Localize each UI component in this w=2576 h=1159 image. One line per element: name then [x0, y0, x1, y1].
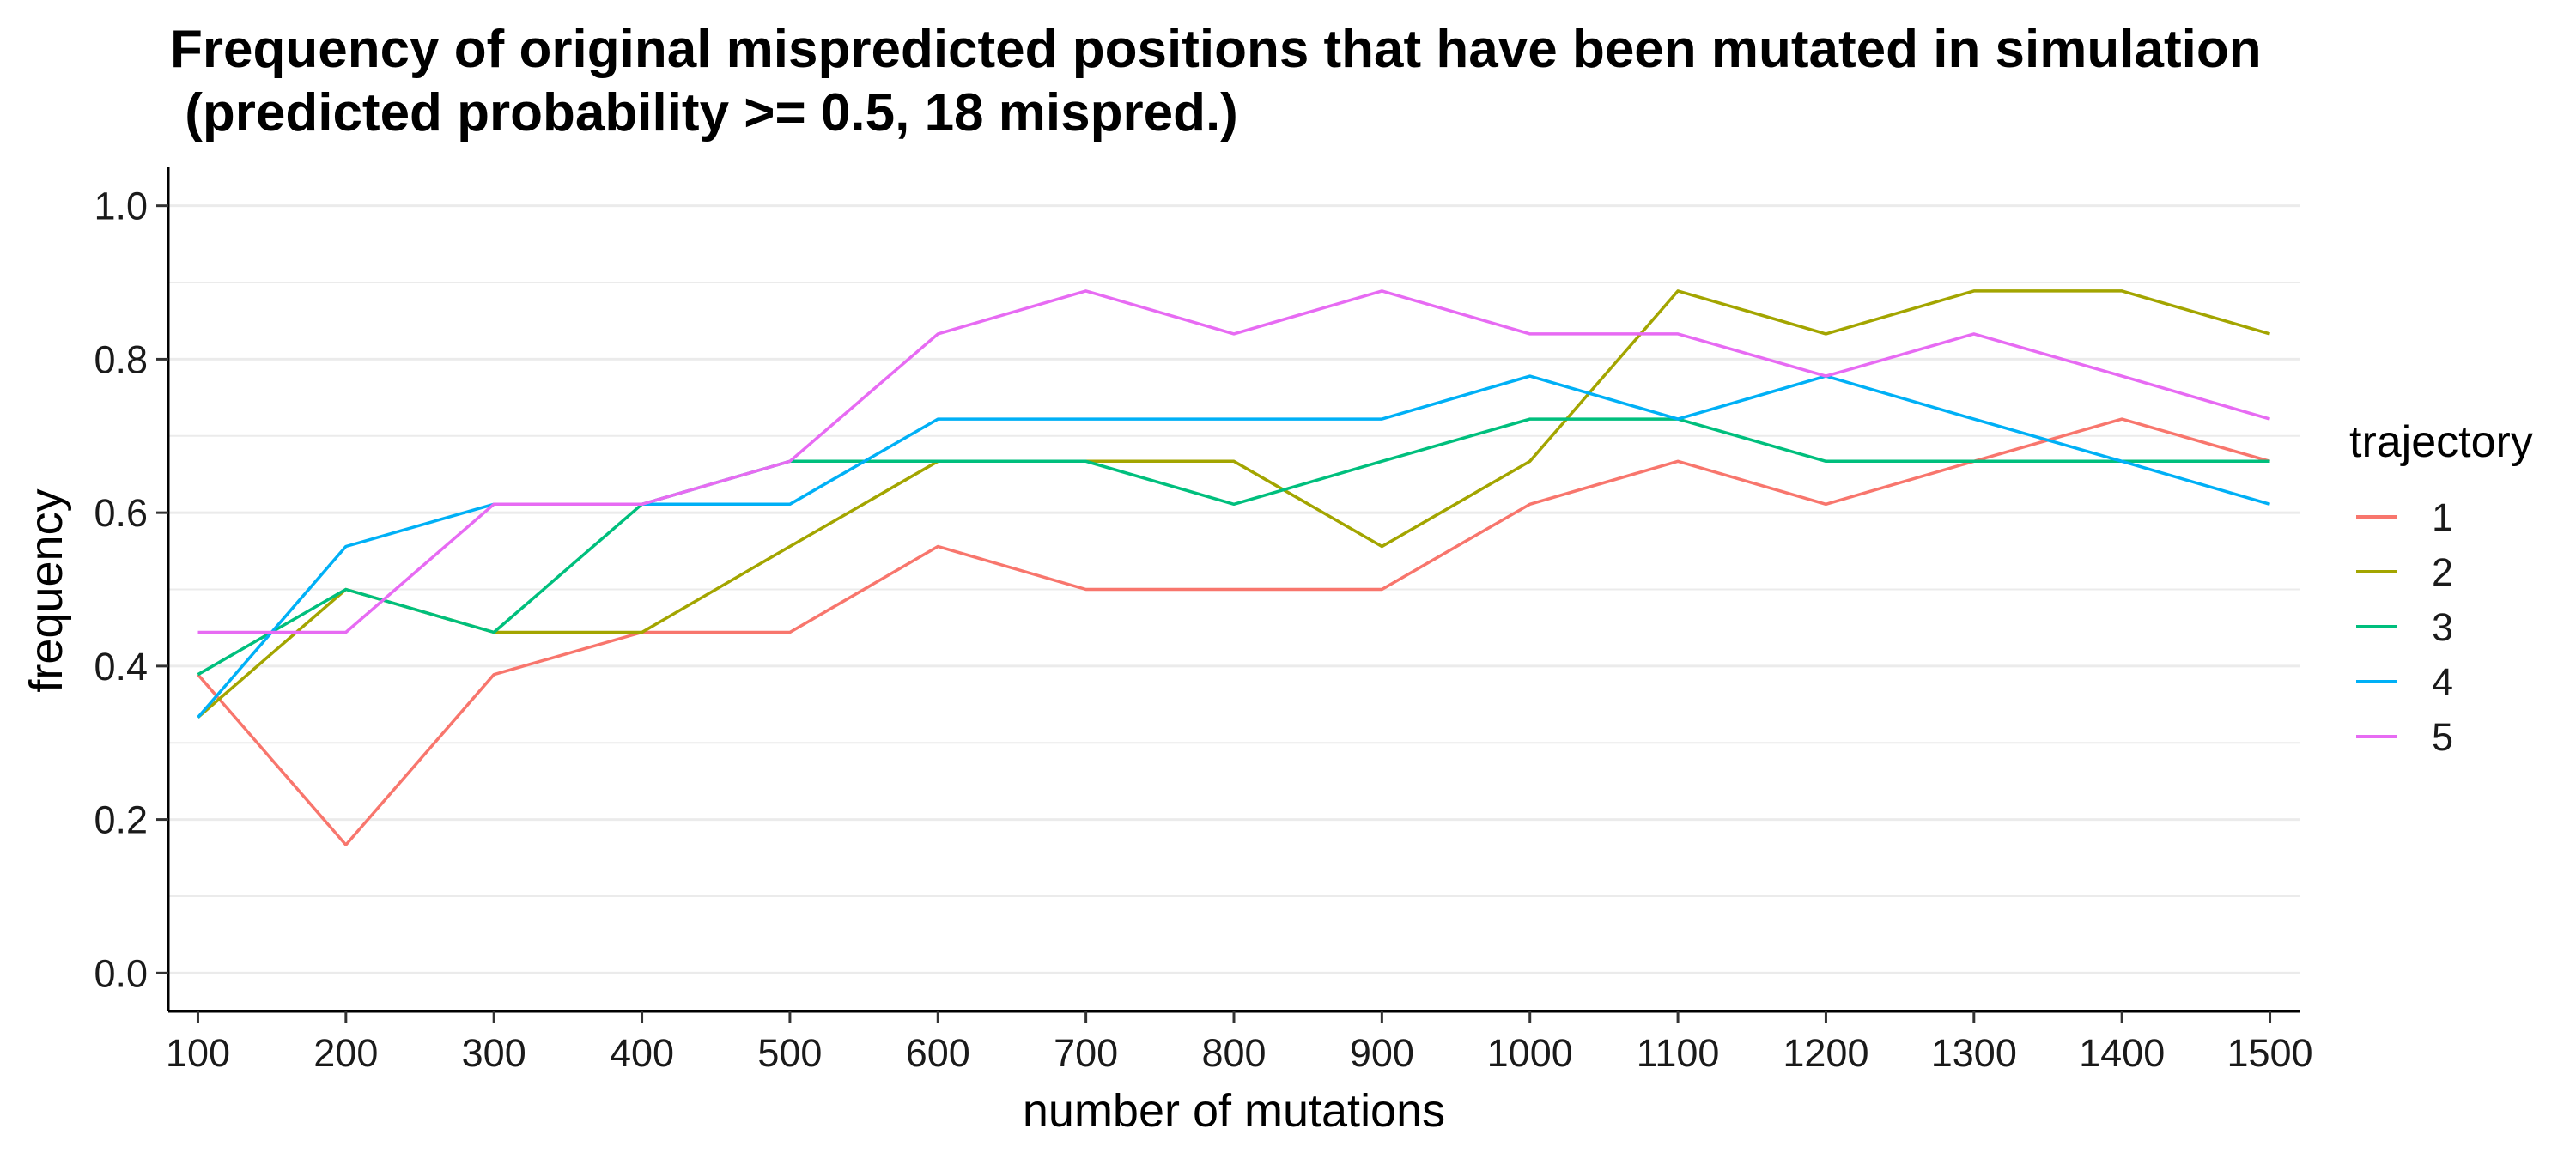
legend-item-2: 2 — [2356, 550, 2453, 594]
series-line-5 — [197, 289, 2270, 634]
x-tick-label: 600 — [906, 1031, 970, 1075]
x-tick-label: 1000 — [1487, 1031, 1573, 1075]
series-line-3 — [197, 417, 2270, 677]
legend-label-3: 3 — [2432, 605, 2453, 649]
x-tick-label: 400 — [610, 1031, 674, 1075]
axes: 0.0 0.2 0.4 0.6 0.8 1.0 100 200 300 400 500 600 700 8… — [94, 167, 2313, 1075]
chart-title-line-1: Frequency of original mispredicted posit… — [170, 20, 2262, 79]
x-tick-label: 1100 — [1637, 1031, 1720, 1075]
x-tick-label: 500 — [757, 1031, 822, 1075]
legend-item-1: 1 — [2356, 495, 2453, 539]
series-line-1 — [197, 417, 2270, 846]
y-tick-label: 0.6 — [94, 491, 148, 535]
legend-item-3: 3 — [2356, 605, 2453, 649]
y-axis-title: frequency — [21, 488, 72, 692]
x-tick-label: 1200 — [1783, 1031, 1868, 1075]
x-tick-label: 300 — [462, 1031, 526, 1075]
series-lines — [197, 289, 2270, 846]
y-tick-label: 0.4 — [94, 645, 148, 689]
legend-label-1: 1 — [2432, 495, 2453, 539]
y-tick-label: 0.0 — [94, 951, 148, 995]
x-tick-label: 700 — [1054, 1031, 1118, 1075]
x-tick-label: 1300 — [1931, 1031, 2017, 1075]
x-tick-label: 100 — [166, 1031, 230, 1075]
legend-title: trajectory — [2349, 417, 2533, 467]
x-tick-label: 1500 — [2227, 1031, 2312, 1075]
x-tick-label: 200 — [313, 1031, 378, 1075]
legend-item-5: 5 — [2356, 715, 2453, 759]
legend-label-4: 4 — [2432, 660, 2453, 704]
x-tick-label: 1400 — [2079, 1031, 2165, 1075]
grid-lines — [168, 204, 2300, 974]
x-tick-label: 800 — [1201, 1031, 1266, 1075]
chart-title-line-2: (predicted probability >= 0.5, 18 mispre… — [170, 83, 1238, 143]
x-axis-title: number of mutations — [1023, 1085, 1445, 1137]
legend: trajectory 1 2 3 4 5 — [2349, 417, 2533, 759]
legend-label-2: 2 — [2432, 550, 2453, 594]
y-tick-label: 0.8 — [94, 337, 148, 381]
x-tick-label: 900 — [1350, 1031, 1414, 1075]
legend-label-5: 5 — [2432, 715, 2453, 759]
y-tick-label: 1.0 — [94, 185, 148, 228]
legend-item-4: 4 — [2356, 660, 2453, 704]
y-tick-label: 0.2 — [94, 798, 148, 842]
series-line-2 — [197, 289, 2270, 719]
